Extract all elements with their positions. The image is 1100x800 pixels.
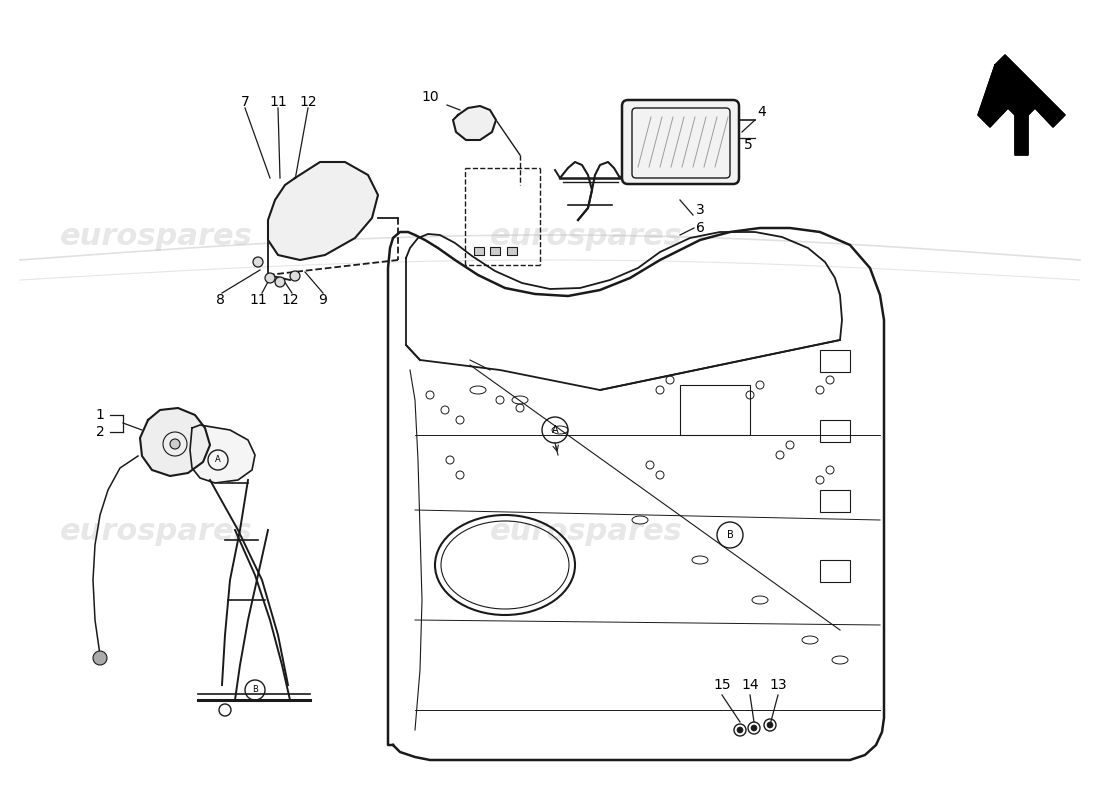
Text: 12: 12 — [282, 293, 299, 307]
Text: eurospares: eurospares — [60, 517, 253, 546]
Text: 4: 4 — [758, 105, 767, 119]
Text: eurospares: eurospares — [490, 517, 683, 546]
Text: 7: 7 — [241, 95, 250, 109]
Polygon shape — [978, 55, 1065, 155]
Text: 14: 14 — [741, 678, 759, 692]
Bar — [490, 247, 500, 255]
Bar — [680, 385, 750, 435]
Bar — [820, 350, 850, 372]
Text: 6: 6 — [695, 221, 704, 235]
Text: 11: 11 — [249, 293, 267, 307]
Text: 10: 10 — [421, 90, 439, 104]
Bar — [820, 490, 850, 512]
Text: A: A — [552, 425, 559, 435]
Text: eurospares: eurospares — [60, 222, 253, 251]
Text: B: B — [727, 530, 734, 540]
Text: A: A — [216, 455, 221, 465]
Bar — [820, 420, 850, 442]
Circle shape — [275, 277, 285, 287]
Circle shape — [751, 725, 757, 731]
Polygon shape — [268, 162, 378, 260]
Text: B: B — [252, 686, 257, 694]
Polygon shape — [140, 408, 210, 476]
Text: 5: 5 — [744, 138, 752, 152]
Polygon shape — [453, 106, 496, 140]
Text: 8: 8 — [216, 293, 224, 307]
Text: 12: 12 — [299, 95, 317, 109]
Bar — [820, 560, 850, 582]
Circle shape — [94, 651, 107, 665]
Circle shape — [170, 439, 180, 449]
FancyBboxPatch shape — [621, 100, 739, 184]
Circle shape — [253, 257, 263, 267]
Circle shape — [265, 273, 275, 283]
Circle shape — [290, 271, 300, 281]
Text: 13: 13 — [769, 678, 786, 692]
Text: 9: 9 — [319, 293, 328, 307]
Polygon shape — [190, 425, 255, 483]
Text: 3: 3 — [695, 203, 704, 217]
Circle shape — [767, 722, 773, 728]
Bar — [474, 247, 484, 255]
Text: 15: 15 — [713, 678, 730, 692]
Text: 2: 2 — [96, 425, 104, 439]
Circle shape — [737, 727, 742, 733]
Text: 11: 11 — [270, 95, 287, 109]
Bar — [507, 247, 517, 255]
Text: eurospares: eurospares — [490, 222, 683, 251]
Text: 1: 1 — [96, 408, 104, 422]
